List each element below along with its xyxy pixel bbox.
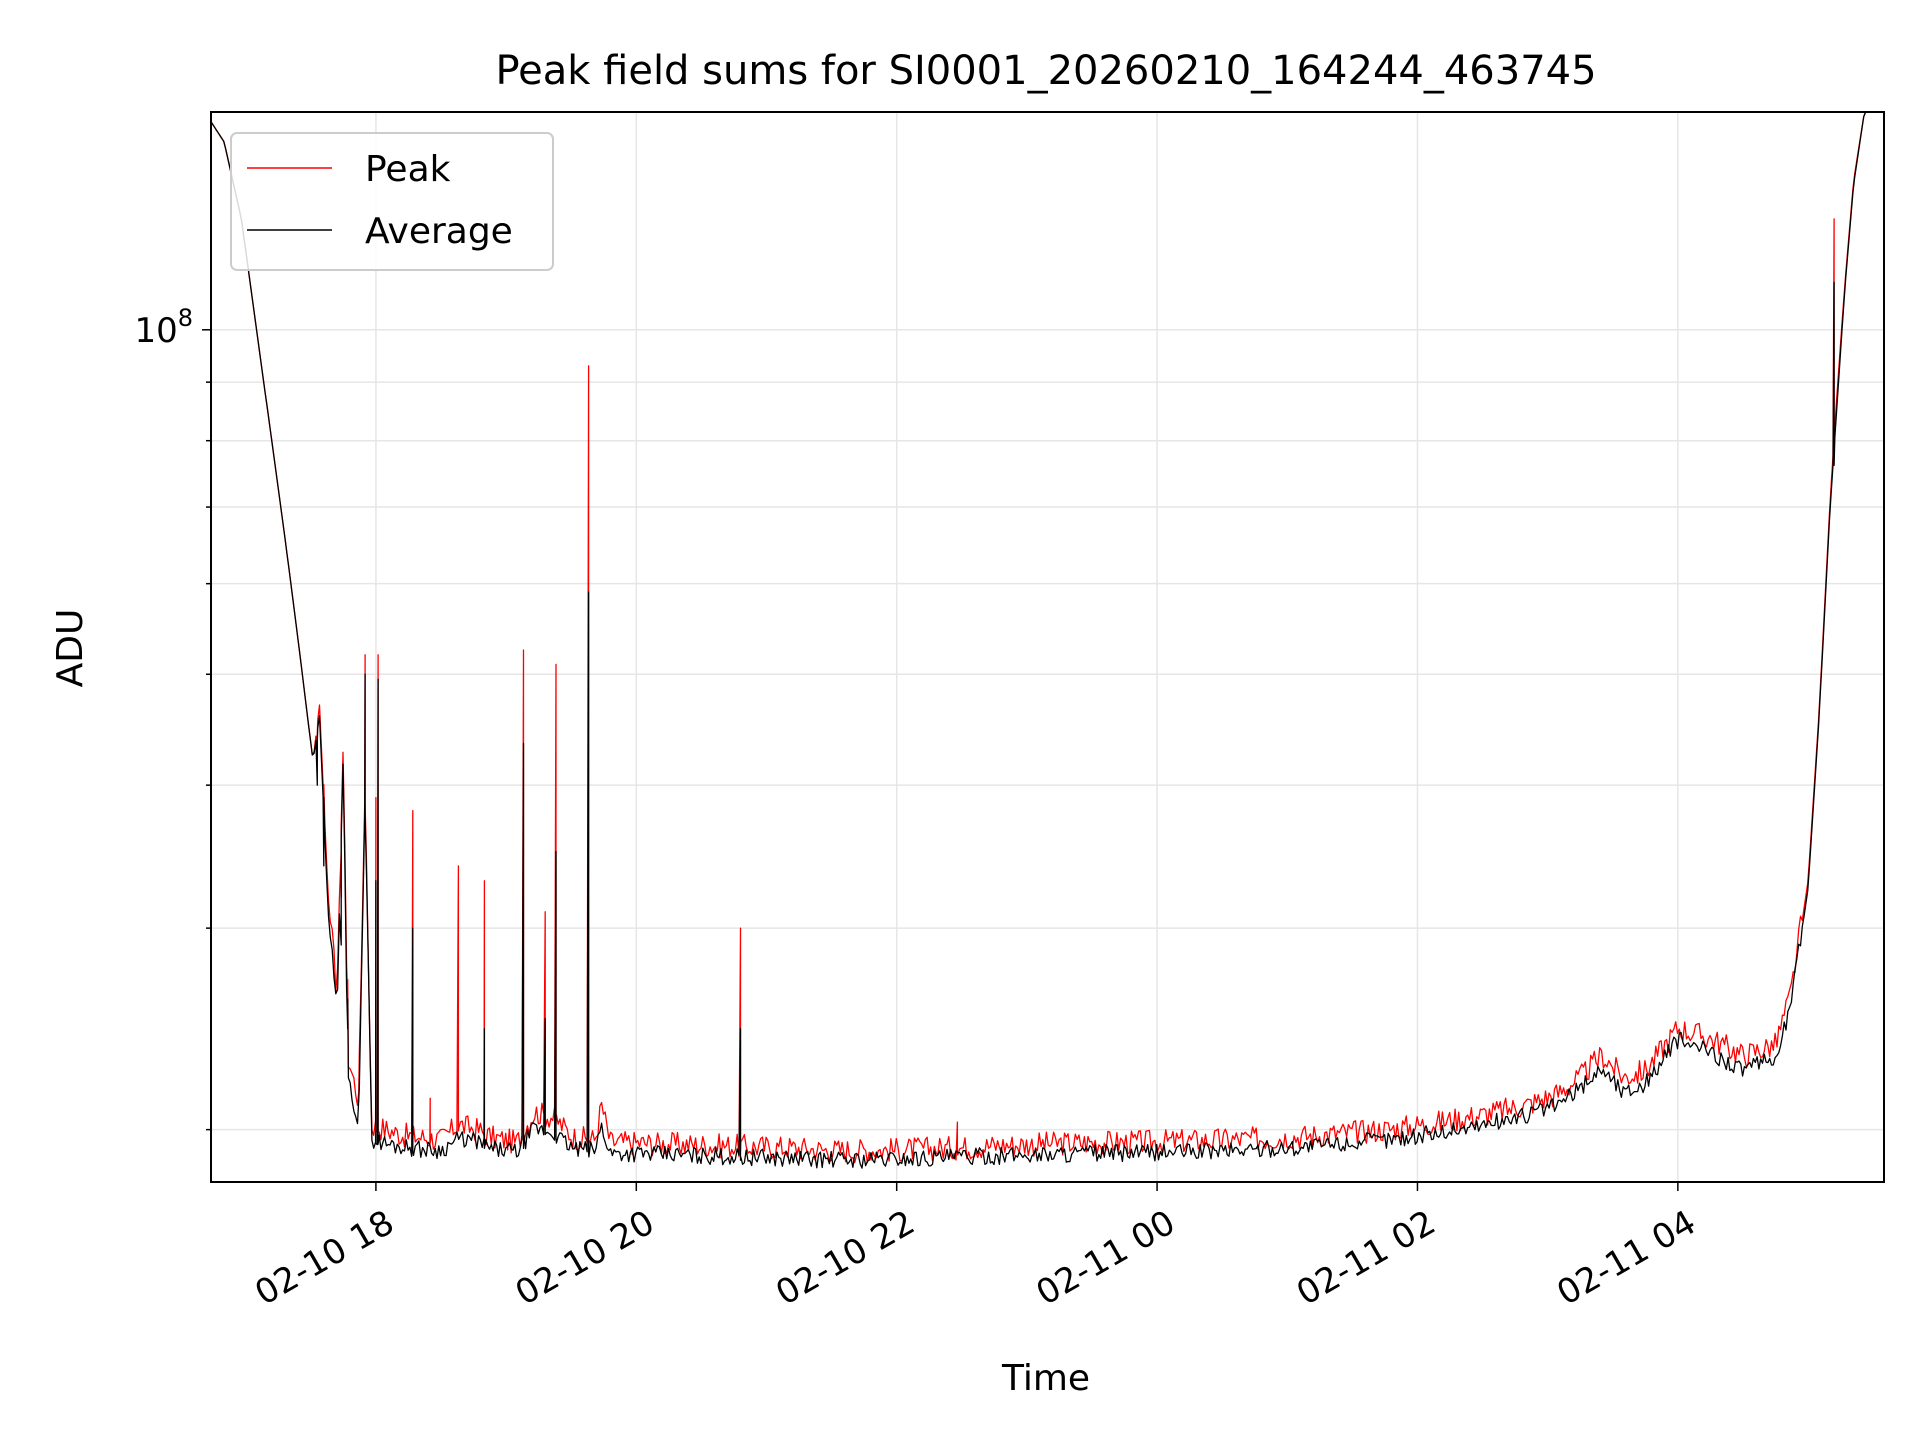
legend-average-label: Average [365,211,513,252]
legend: Peak Average [230,132,554,271]
series-average-line [211,112,1884,1169]
y-tick-base: 10 [134,311,177,351]
y-axis-ticks: 108 [134,304,211,1131]
x-axis-label: Time [1001,1358,1090,1399]
y-tick-exponent: 8 [178,304,193,332]
y-axis-label: ADU [50,609,91,688]
grid [211,112,1884,1182]
series-layer [211,112,1884,1169]
legend-peak-label: Peak [365,149,451,190]
chart-title: Peak field sums for SI0001_20260210_1642… [495,48,1596,94]
series-peak-line [211,112,1884,1164]
plot-frame [210,111,1885,1183]
plot-area [211,112,1884,1169]
y-tick-label: 108 [134,304,193,351]
